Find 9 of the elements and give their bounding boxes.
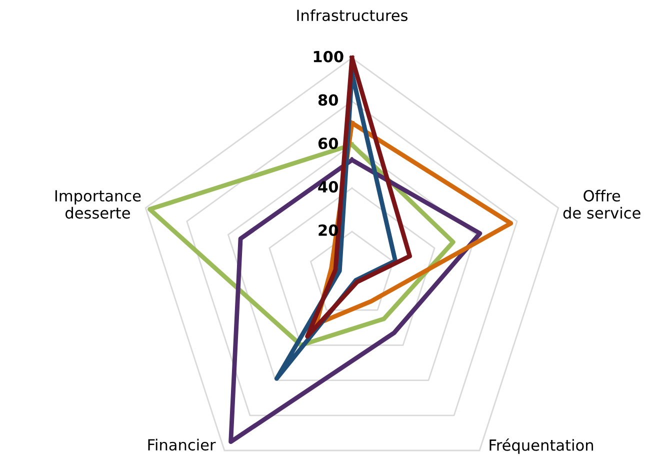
- y-tick-label: 80: [318, 94, 338, 106]
- spoke-label: Financier: [148, 438, 216, 451]
- spoke-label: Fréquentation: [490, 438, 594, 454]
- y-tick-label: 60: [318, 138, 338, 150]
- spoke-label: Infrastructures: [297, 9, 408, 22]
- spoke-label: Importance desserte: [55, 190, 141, 219]
- spoke-label: Offre de service: [563, 190, 640, 219]
- y-tick-label: 100: [314, 50, 344, 62]
- y-tick-label: 40: [318, 181, 338, 193]
